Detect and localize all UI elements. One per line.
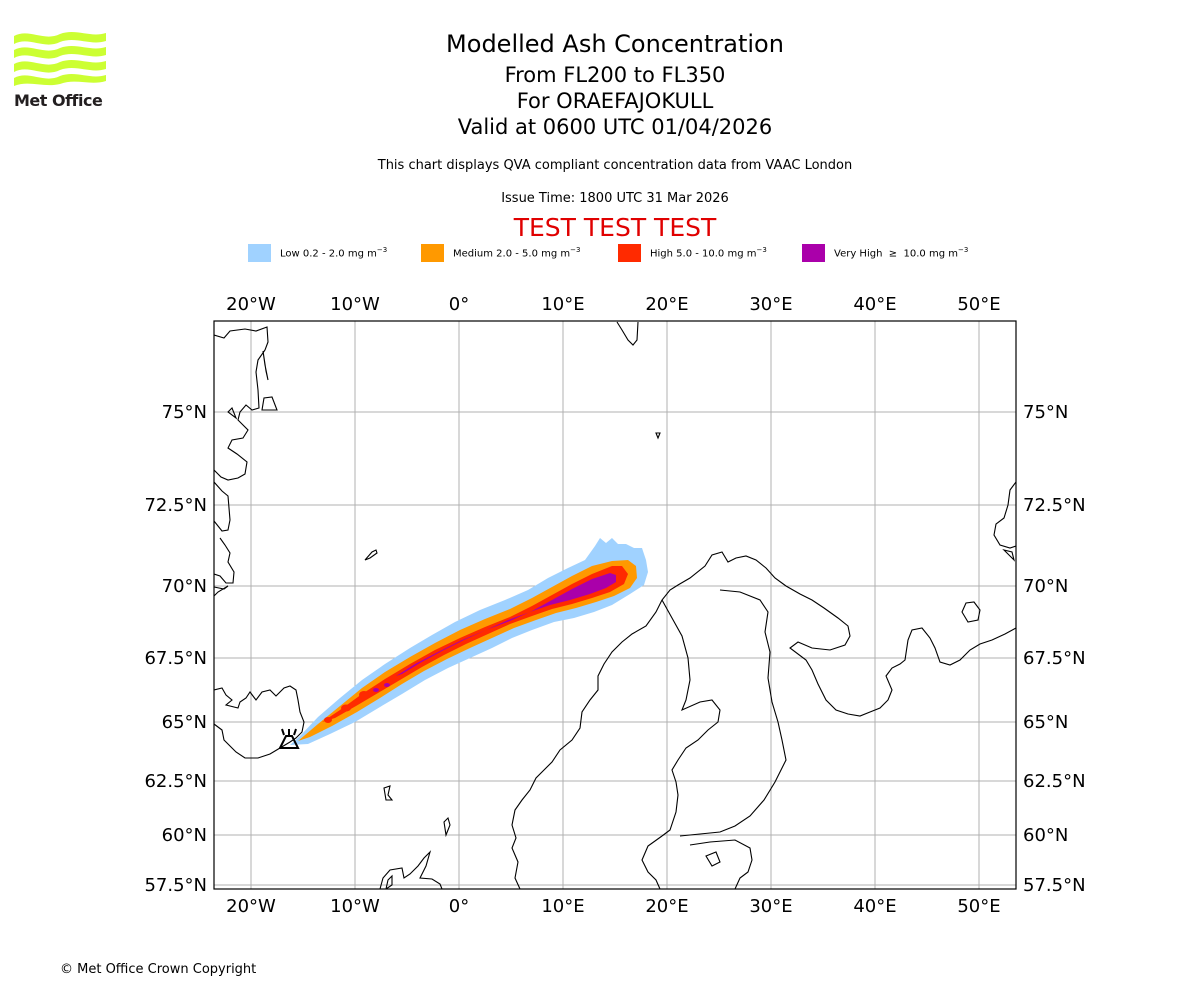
lon-tick-label: 50°E (957, 294, 1000, 315)
lon-tick-label: 50°E (957, 896, 1000, 917)
legend-label-medium: Medium 2.0 - 5.0 mg m−3 (453, 246, 581, 260)
lon-tick-label: 20°E (645, 896, 688, 917)
gridlines (214, 321, 1016, 889)
finland-russia-border (679, 589, 787, 837)
lon-tick-label: 10°W (330, 896, 380, 917)
lon-tick-label: 40°E (853, 896, 896, 917)
jan-mayen (364, 549, 378, 561)
volcano-icon (278, 728, 300, 749)
lat-labels-left: 75°N 72.5°N 70°N 67.5°N 65°N 62.5°N 60°N 57.5°N (144, 402, 207, 896)
ash-plume (290, 538, 648, 745)
novaya-zemlya-coast (993, 481, 1016, 549)
volcano-name: For ORAEFAJOKULL (516, 89, 714, 113)
flight-levels: From FL200 to FL350 (504, 63, 726, 87)
plume-very-high-blobs (373, 683, 390, 692)
logo-waves-icon (14, 32, 106, 86)
lat-tick-label: 70°N (1023, 576, 1068, 597)
baltic-coast (641, 835, 663, 889)
lat-tick-label: 62.5°N (144, 771, 207, 792)
scandinavia-coast (511, 551, 1016, 889)
lon-labels-bottom: 20°W 10°W 0° 10°E 20°E 30°E 40°E 50°E (226, 896, 1000, 917)
legend-item-low: Low 0.2 - 2.0 mg m−3 (248, 243, 387, 263)
lon-tick-label: 40°E (853, 294, 896, 315)
met-office-logo (14, 32, 106, 86)
lon-labels-top: 20°W 10°W 0° 10°E 20°E 30°E 40°E 50°E (226, 294, 1000, 315)
legend-item-high: High 5.0 - 10.0 mg m−3 (618, 243, 767, 263)
lon-tick-label: 20°W (226, 294, 276, 315)
lat-tick-label: 60°N (162, 825, 207, 846)
lat-labels-right: 75°N 72.5°N 70°N 67.5°N 65°N 62.5°N 60°N 57.5°N (1023, 402, 1086, 896)
lat-tick-label: 67.5°N (144, 648, 207, 669)
lat-tick-label: 75°N (162, 402, 207, 423)
lon-tick-label: 0° (449, 896, 469, 917)
lon-tick-label: 20°W (226, 896, 276, 917)
lon-tick-label: 0° (449, 294, 469, 315)
sweden-finland-border (661, 599, 721, 837)
coastlines (214, 321, 1016, 889)
lon-tick-label: 30°E (749, 896, 792, 917)
issue-time: Issue Time: 1800 UTC 31 Mar 2026 (501, 191, 729, 206)
legend-swatch-low (248, 244, 271, 262)
legend-item-very-high: Very High ≥ 10.0 mg m−3 (802, 243, 968, 263)
iceland-coast (214, 685, 305, 759)
lat-tick-label: 72.5°N (144, 495, 207, 516)
lat-tick-label: 57.5°N (1023, 875, 1086, 896)
lat-tick-label: 65°N (162, 712, 207, 733)
lon-tick-label: 10°E (541, 294, 584, 315)
scotland-coast (379, 850, 443, 889)
greenland-coast (214, 326, 269, 481)
lon-tick-label: 10°W (330, 294, 380, 315)
subtitle: This chart displays QVA compliant concen… (377, 158, 853, 173)
plume-high-blobs (324, 691, 369, 723)
estonia-coast (689, 839, 753, 889)
legend-swatch-medium (421, 244, 444, 262)
copyright: © Met Office Crown Copyright (60, 962, 257, 977)
legend-label-low: Low 0.2 - 2.0 mg m−3 (280, 246, 388, 260)
lat-tick-label: 65°N (1023, 712, 1068, 733)
lat-tick-label: 62.5°N (1023, 771, 1086, 792)
lat-tick-label: 72.5°N (1023, 495, 1086, 516)
test-banner: TEST TEST TEST (513, 213, 717, 242)
map-frame (213, 320, 1017, 890)
legend-item-medium: Medium 2.0 - 5.0 mg m−3 (421, 243, 580, 263)
lat-tick-label: 70°N (162, 576, 207, 597)
legend-swatch-very-high (802, 244, 825, 262)
svalbard-coast (616, 321, 639, 346)
lon-tick-label: 30°E (749, 294, 792, 315)
legend-label-high: High 5.0 - 10.0 mg m−3 (650, 246, 767, 260)
legend-label-very-high: Very High ≥ 10.0 mg m−3 (834, 246, 969, 260)
plume-high (322, 566, 628, 722)
chart-title: Modelled Ash Concentration (446, 30, 784, 58)
lat-tick-label: 60°N (1023, 825, 1068, 846)
lat-tick-label: 67.5°N (1023, 648, 1086, 669)
plume-very-high (396, 573, 616, 676)
logo-text: Met Office (14, 91, 103, 110)
lon-tick-label: 10°E (541, 896, 584, 917)
legend-swatch-high (618, 244, 641, 262)
lon-tick-label: 20°E (645, 294, 688, 315)
valid-time: Valid at 0600 UTC 01/04/2026 (457, 115, 773, 139)
lat-tick-label: 75°N (1023, 402, 1068, 423)
lat-tick-label: 57.5°N (144, 875, 207, 896)
